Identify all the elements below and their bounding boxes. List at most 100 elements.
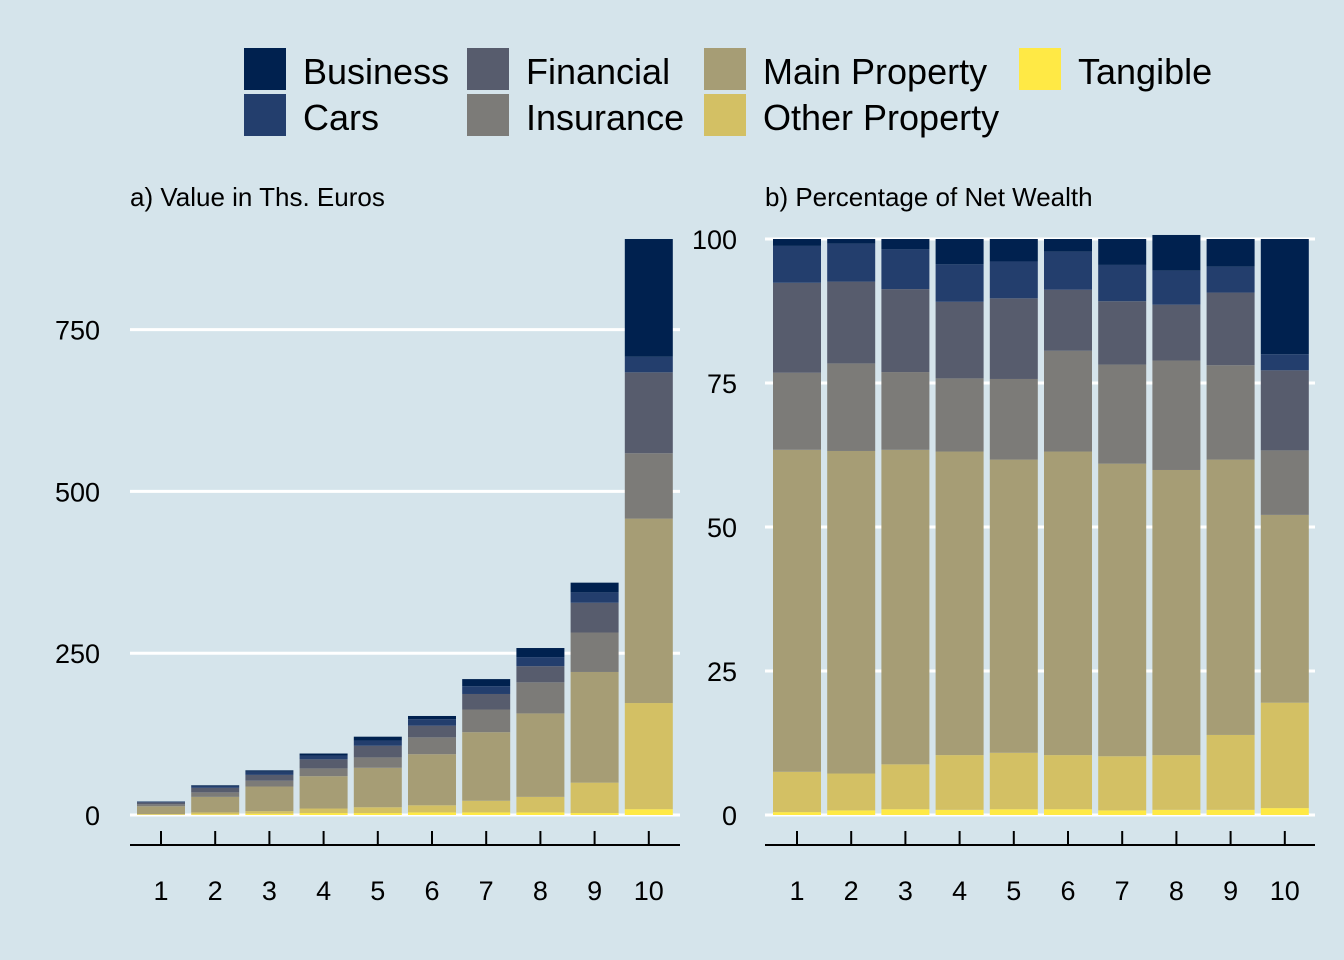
panel-b-bar-10-insurance [1260,450,1309,515]
panel-a-bar-7-financial [462,693,511,710]
panel-a-bar-7-other-property [462,800,511,813]
panel-a-bar-1-cars [137,801,185,803]
panel-a-bar-4-other-property [299,808,348,814]
panel-b-bar-4-main-property [935,451,984,756]
panel-b-bar-5-business [989,239,1038,262]
panel-a-bar-2-business [191,785,240,786]
panel-b-bar-6-financial [1044,289,1092,351]
panel-b-bar-2-insurance [827,363,876,451]
panel-b-bar-1-main-property [773,449,821,772]
panel-b-bar-10-cars [1260,354,1309,371]
panel-a-bar-10-business [624,239,673,357]
panel-b-bar-7-cars [1098,264,1147,302]
panel-b-bar-1-other-property [773,771,821,813]
legend-swatch-cars [244,94,286,136]
panel-b-bar-7-other-property [1098,756,1147,811]
panel-b-bar-8-business [1152,234,1201,271]
panel-b-bar-8-cars [1152,270,1201,305]
panel-b-bar-7-financial [1098,301,1147,365]
panel-a-bar-5-other-property [353,807,402,814]
panel-a-bar-9-other-property [570,782,619,814]
legend-label-tangible: Tangible [1078,51,1212,92]
panel-b-bar-8-other-property [1152,755,1201,810]
panel-b-bar-4-cars [935,264,984,302]
panel-b-bar-5-insurance [989,378,1038,460]
panel-a-bar-8-financial [516,666,565,683]
panel-b-bar-2-other-property [827,773,876,811]
panel-a-bar-9-financial [570,602,619,633]
panel-b-bar-6-insurance [1044,350,1092,452]
panel-b-x-tick-label-4: 4 [952,876,967,906]
panel-a-bar-2-insurance [191,792,240,797]
panel-a-bar-8-insurance [516,682,565,714]
panel-a-bar-1-financial [137,802,185,805]
panel-a-bar-9-main-property [570,671,619,783]
panel-b-bar-4-other-property [935,755,984,810]
panel-a-y-tick-label-250: 250 [55,639,100,669]
panel-b-bar-1-financial [773,282,821,373]
panel-b-bar-3-financial [881,289,930,373]
panel-a-bar-1-other-property [137,814,185,815]
panel-a-bar-10-tangible [624,809,673,815]
panel-b-bar-1-tangible [773,812,821,815]
legend-label-insurance: Insurance [526,97,684,138]
panel-a-bar-5-cars [353,740,402,746]
panel-a-bar-10-insurance [624,453,673,519]
panel-a-bar-10-financial [624,372,673,454]
panel-a-bar-9-tangible [570,813,619,815]
legend-label-business: Business [303,51,449,92]
panel-a-bar-9-business [570,582,619,593]
panel-a-title: a) Value in Ths. Euros [130,182,385,212]
legend-swatch-financial [467,48,509,90]
panel-b-y-tick-label-25: 25 [707,657,737,687]
panel-a-bar-7-insurance [462,709,511,733]
panel-b-bar-3-business [881,239,930,250]
panel-a-bar-3-tangible [245,813,294,815]
panel-a-bar-4-main-property [299,776,348,809]
panel-b-y-tick-label-100: 100 [692,225,737,255]
panel-a-bar-2-cars [191,785,240,788]
panel-a-bar-5-insurance [353,757,402,768]
panel-a-bar-4-insurance [299,768,348,777]
panel-a-value-chart: 0 250 500 750 1 2 3 4 5 6 7 8 9 10 [55,239,680,906]
panel-b-bar-8-insurance [1152,360,1201,470]
panel-a-bar-9-insurance [570,632,619,672]
panel-b-bar-3-cars [881,249,930,290]
panel-a-x-tick-label-4: 4 [316,876,331,906]
panel-a-bar-10-other-property [624,703,673,810]
panel-a-bar-5-financial [353,745,402,758]
panel-b-bar-9-financial [1206,292,1255,366]
panel-b-bar-6-other-property [1044,755,1092,810]
panel-b-bar-1-cars [773,245,821,283]
panel-a-bar-6-other-property [408,805,456,813]
panel-a-y-tick-label-0: 0 [85,801,100,831]
legend-swatch-tangible [1019,48,1061,90]
panel-b-bar-8-main-property [1152,469,1201,756]
panel-a-bar-7-main-property [462,732,511,801]
panel-a-x-tick-label-6: 6 [424,876,439,906]
panel-b-bar-1-business [773,239,821,246]
panel-a-bar-3-insurance [245,780,294,787]
panel-b-bar-6-main-property [1044,451,1092,756]
panel-b-bar-10-business [1260,239,1309,355]
panel-b-bar-5-financial [989,298,1038,379]
panel-a-bar-4-cars [299,755,348,760]
legend-label-main-property: Main Property [763,51,987,92]
panel-a-bar-9-cars [570,592,619,603]
panel-b-bar-3-other-property [881,764,930,810]
legend-swatch-other-property [704,94,746,136]
panel-a-bar-5-business [353,736,402,741]
legend-swatch-insurance [467,94,509,136]
panel-a-x-tick-label-1: 1 [153,876,168,906]
panel-a-bar-7-tangible [462,812,511,815]
panel-b-bar-2-main-property [827,450,876,774]
panel-a-x-tick-label-9: 9 [587,876,602,906]
legend: Business Cars Financial Insurance Main P… [244,48,1212,138]
panel-a-x-tick-label-10: 10 [634,876,664,906]
panel-b-bar-9-insurance [1206,365,1255,460]
panel-b-bar-9-cars [1206,266,1255,293]
panel-b-bar-4-business [935,239,984,265]
panel-a-bar-3-cars [245,771,294,775]
panel-b-bar-7-tangible [1098,810,1147,815]
